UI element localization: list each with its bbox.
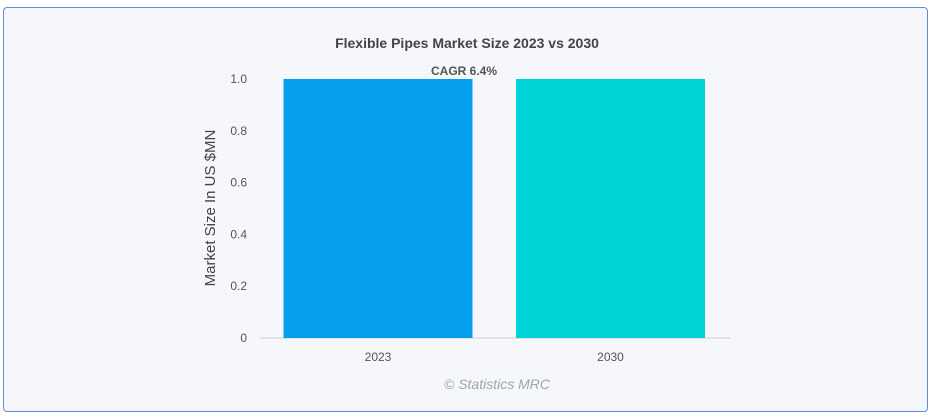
bar-2023[interactable] (283, 79, 473, 338)
y-tick-label: 0.6 (230, 176, 247, 190)
y-axis-label: Market Size In US $MN (202, 130, 219, 287)
x-tick-label: 2030 (597, 350, 624, 364)
y-tick-label: 0.4 (230, 227, 247, 241)
y-tick-label: 0.2 (230, 279, 247, 293)
x-tick-label: 2023 (365, 350, 392, 364)
bar-2030[interactable] (516, 79, 705, 338)
y-tick-label: 1.0 (230, 72, 247, 86)
cagr-annotation: CAGR 6.4% (431, 64, 497, 78)
bars (283, 79, 705, 338)
y-axis-ticks: 0 0.2 0.4 0.6 0.8 1.0 (230, 72, 247, 345)
y-tick-label: 0.8 (230, 124, 247, 138)
chart-title: Flexible Pipes Market Size 2023 vs 2030 (335, 35, 599, 51)
y-tick-label: 0 (240, 331, 247, 345)
x-axis-ticks: 2023 2030 (365, 350, 625, 364)
watermark-text: © Statistics MRC (444, 376, 551, 392)
